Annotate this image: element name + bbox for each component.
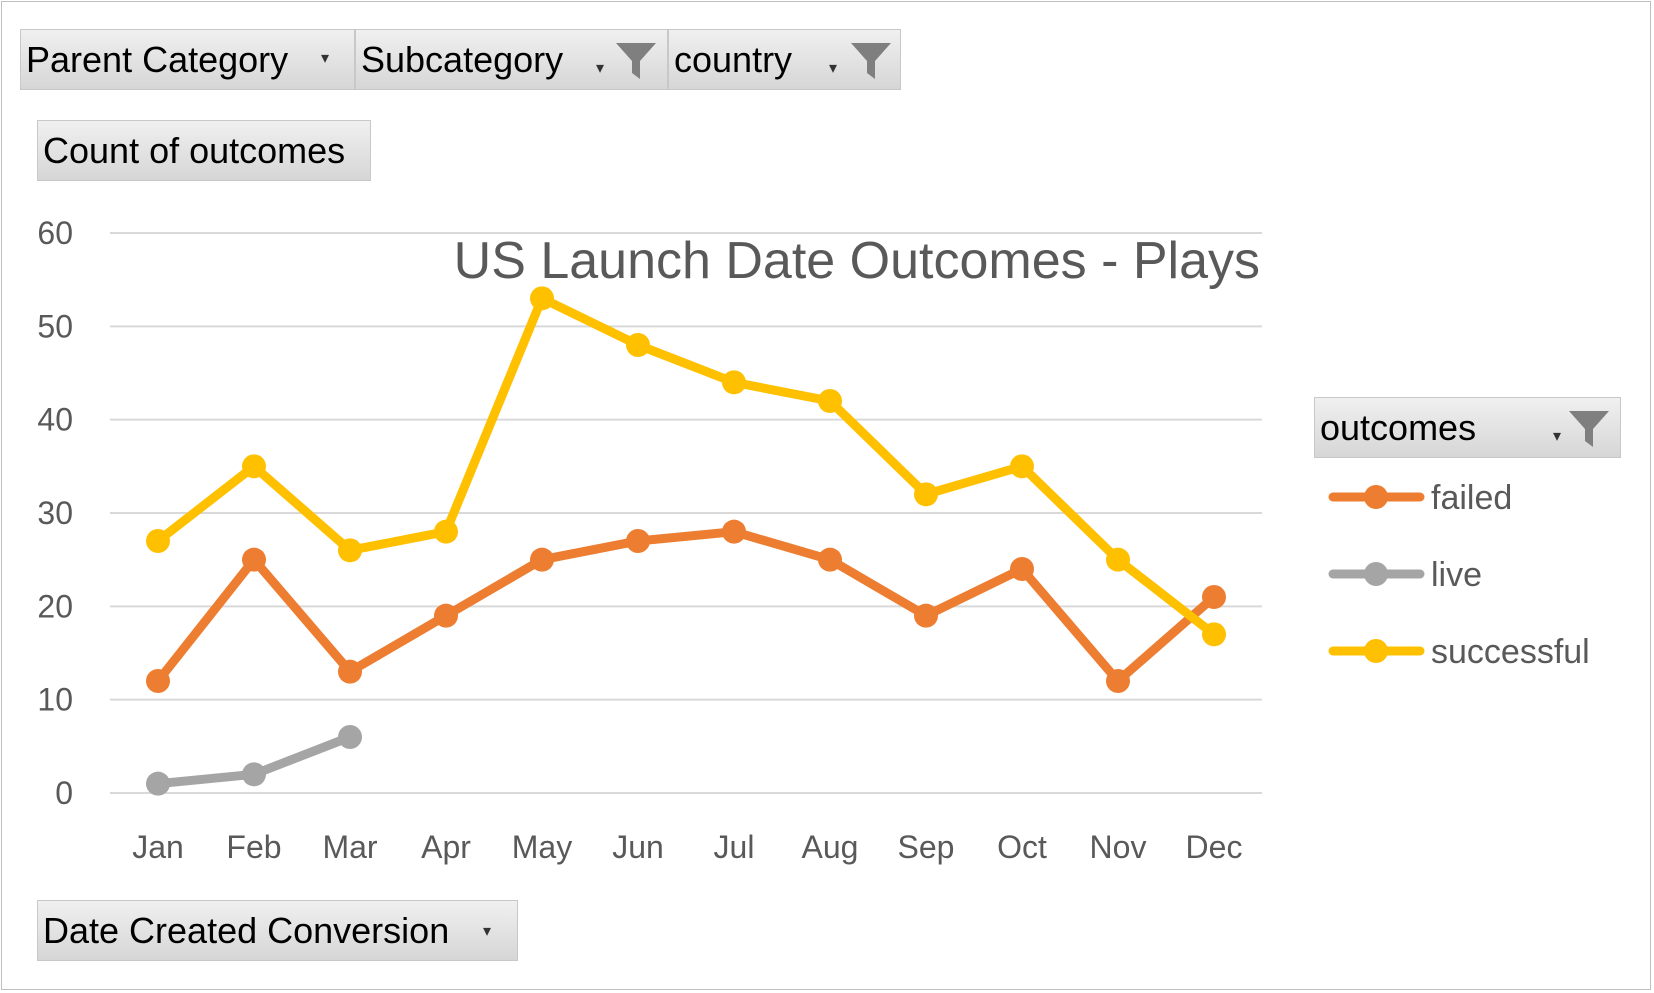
data-point-failed: [338, 659, 362, 684]
funnel-filter-icon: [1569, 411, 1609, 447]
date-created-conversion-button[interactable]: Date Created Conversion ▾: [37, 900, 518, 961]
data-point-failed: [722, 519, 746, 544]
legend-item-successful: successful: [1328, 633, 1590, 671]
x-tick-label: Mar: [322, 829, 377, 865]
chevron-down-icon: ▾: [596, 60, 605, 77]
x-axis-ticks: Jan Feb Mar Apr May Jun Jul Aug Sep Oct Nov Dec: [132, 829, 1242, 865]
legend-swatch-marker: [1364, 562, 1388, 586]
outcomes-filter-button[interactable]: outcomes ▾: [1314, 397, 1621, 458]
date-created-conversion-label: Date Created Conversion: [43, 909, 450, 951]
data-point-failed: [1010, 557, 1034, 581]
funnel-filter-icon: [616, 43, 656, 79]
series-group: [146, 286, 1226, 796]
data-point-successful: [1010, 454, 1034, 479]
x-tick-label: Dec: [1186, 829, 1243, 865]
data-point-successful: [530, 286, 554, 311]
series-line-failed: [153, 527, 1219, 686]
data-point-successful: [242, 454, 266, 479]
legend-label: successful: [1431, 633, 1590, 671]
data-point-successful: [1202, 622, 1226, 647]
x-tick-label: Jun: [612, 829, 664, 865]
chart-title: US Launch Date Outcomes - Plays: [454, 232, 1260, 290]
legend-label: failed: [1431, 479, 1512, 517]
x-tick-label: Aug: [802, 829, 859, 865]
legend-swatch-marker: [1364, 485, 1388, 509]
data-point-failed: [1106, 669, 1130, 693]
data-point-failed: [818, 547, 842, 572]
data-point-failed: [530, 547, 554, 572]
x-tick-label: Oct: [997, 829, 1047, 865]
chevron-down-icon: ▾: [829, 60, 838, 77]
y-tick-label: 0: [55, 775, 73, 811]
y-tick-label: 30: [37, 495, 73, 531]
y-tick-label: 60: [37, 215, 73, 251]
data-point-successful: [818, 389, 842, 413]
funnel-filter-icon: [851, 43, 891, 79]
series-successful: [146, 286, 1226, 647]
subcategory-filter-button[interactable]: Subcategory ▾: [355, 29, 668, 90]
data-point-successful: [722, 370, 746, 395]
x-tick-label: May: [512, 829, 572, 865]
legend-label: live: [1431, 556, 1482, 594]
legend-item-live: live: [1328, 556, 1482, 594]
data-point-live: [338, 725, 362, 749]
outcomes-label: outcomes: [1320, 406, 1477, 448]
data-point-successful: [1106, 547, 1130, 572]
data-point-failed: [242, 547, 266, 572]
chevron-down-icon: ▾: [321, 50, 330, 67]
data-point-successful: [914, 482, 938, 507]
count-of-outcomes-button[interactable]: Count of outcomes: [37, 120, 371, 181]
y-axis-ticks: 0 10 20 30 40 50 60: [37, 215, 73, 811]
country-label: country: [674, 38, 793, 80]
legend-swatch-marker: [1364, 639, 1388, 663]
parent-category-filter-button[interactable]: Parent Category ▾: [20, 29, 355, 90]
x-tick-label: Sep: [898, 829, 955, 865]
x-tick-label: Jul: [714, 829, 755, 865]
country-filter-button[interactable]: country ▾: [668, 29, 901, 90]
data-point-failed: [626, 529, 650, 553]
series-live: [146, 725, 362, 796]
chevron-down-icon: ▾: [1553, 428, 1562, 445]
x-tick-label: Jan: [132, 829, 184, 865]
data-point-live: [146, 771, 170, 796]
data-point-successful: [434, 519, 458, 544]
x-tick-label: Apr: [421, 829, 471, 865]
data-point-successful: [626, 333, 650, 357]
count-of-outcomes-label: Count of outcomes: [43, 129, 346, 171]
parent-category-label: Parent Category: [26, 38, 289, 80]
legend: failed live successful: [1328, 479, 1590, 671]
series-line-successful: [153, 293, 1219, 639]
data-point-failed: [914, 603, 938, 628]
data-point-failed: [146, 669, 170, 693]
x-tick-label: Nov: [1090, 829, 1147, 865]
data-point-successful: [338, 538, 362, 563]
gridlines: [110, 232, 1262, 794]
data-point-successful: [146, 529, 170, 553]
data-point-failed: [1202, 585, 1226, 609]
legend-item-failed: failed: [1328, 479, 1512, 517]
y-tick-label: 50: [37, 308, 73, 344]
y-tick-label: 10: [37, 682, 73, 718]
subcategory-label: Subcategory: [361, 38, 564, 80]
series-failed: [146, 519, 1226, 693]
data-point-failed: [434, 603, 458, 628]
y-tick-label: 40: [37, 402, 73, 438]
x-tick-label: Feb: [226, 829, 281, 865]
chevron-down-icon: ▾: [483, 923, 492, 940]
y-tick-label: 20: [37, 588, 73, 624]
data-point-live: [242, 762, 266, 787]
